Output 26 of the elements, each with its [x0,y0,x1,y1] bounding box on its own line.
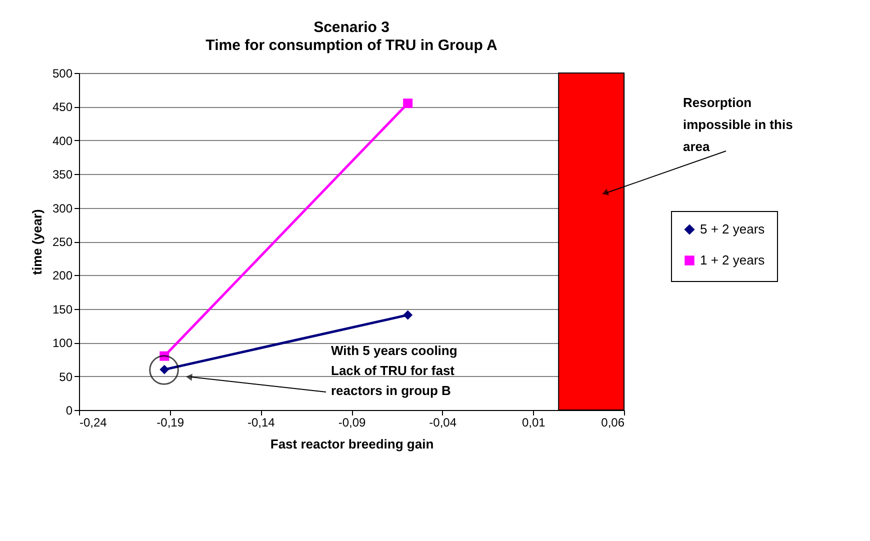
y-tick-label: 50 [59,370,73,384]
y-tick-label: 350 [52,168,73,182]
x-tick-label: -0,04 [429,416,457,430]
chart-title: Scenario 3 [314,19,390,36]
x-tick-label: 0,01 [522,416,546,430]
legend-label: 5 + 2 years [700,222,766,236]
y-tick-label: 150 [52,302,73,316]
annotation: With 5 years cooling Lack of TRU for fast reactors in group B [331,343,458,398]
y-tick-label: 500 [52,66,73,80]
y-tick-label: 0 [66,404,73,418]
y-tick-label: 450 [52,100,73,114]
x-tick-label: -0,09 [338,416,366,430]
x-tick-label: -0,19 [156,416,184,430]
y-tick-label: 100 [52,336,73,350]
y-tick-label: 300 [52,201,73,216]
x-axis-title: Fast reactor breeding gain [270,436,434,452]
y-axis-title: time (year) [29,209,44,275]
x-tick-label: -0,14 [247,416,276,430]
band-label: Resorption impossible in this area [683,95,793,154]
y-tick-label: 200 [52,268,73,283]
y-tick-label: 400 [52,134,73,148]
chart-subtitle: Time for consumption of TRU in Group A [206,37,498,54]
y-tick-label: 250 [52,235,73,249]
x-tick-label: -0,24 [80,416,108,430]
x-tick-label: 0,06 [601,416,625,430]
legend-label: 1 + 2 years [700,252,766,268]
